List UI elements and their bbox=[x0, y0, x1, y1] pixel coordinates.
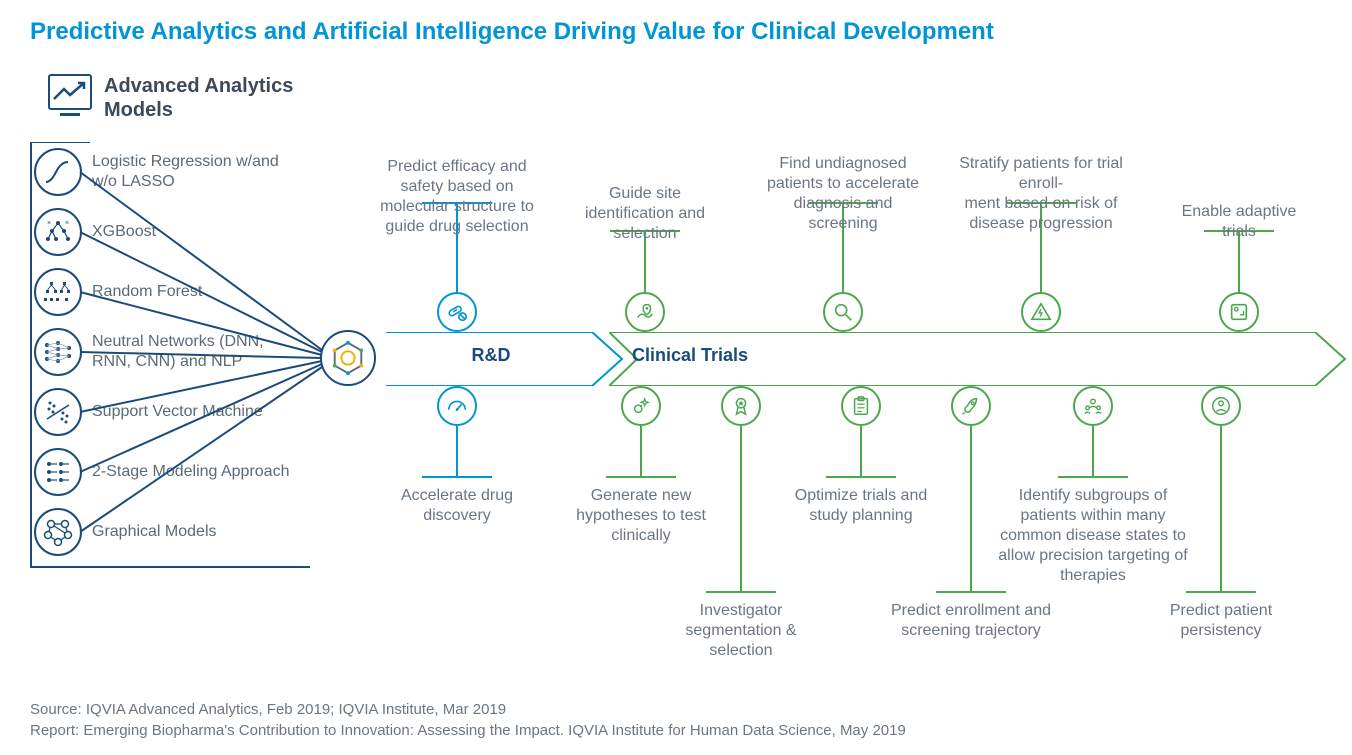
tree-boost-icon: ×× bbox=[34, 208, 82, 256]
branch-text: Predict enrollment and screening traject… bbox=[886, 601, 1056, 641]
branch-text: Investigator segmentation & selection bbox=[661, 601, 821, 661]
warn-icon bbox=[1021, 292, 1061, 332]
gauge-icon bbox=[437, 386, 477, 426]
hexagon-hub-icon bbox=[320, 330, 376, 386]
branch-text: Predict patient persistency bbox=[1146, 601, 1296, 641]
map-pin-icon bbox=[625, 292, 665, 332]
branch-text: Accelerate drug discovery bbox=[382, 486, 532, 526]
curve-icon bbox=[34, 148, 82, 196]
branch-text: Optimize trials and study planning bbox=[779, 486, 944, 526]
sparkle-icon bbox=[621, 386, 661, 426]
models-header: Advanced Analytics Models bbox=[48, 74, 293, 122]
forest-icon bbox=[34, 268, 82, 316]
rocket-icon bbox=[951, 386, 991, 426]
source-footer: Source: IQVIA Advanced Analytics, Feb 20… bbox=[30, 699, 1322, 741]
graph-icon bbox=[34, 508, 82, 556]
people-icon bbox=[1073, 386, 1113, 426]
models-title: Advanced Analytics Models bbox=[104, 74, 293, 122]
model-item: 2-Stage Modeling Approach bbox=[32, 442, 310, 502]
model-item: Graphical Models bbox=[32, 502, 310, 562]
two-stage-icon bbox=[34, 448, 82, 496]
monitor-chart-icon bbox=[48, 74, 92, 110]
model-item: Logistic Regression w/and w/o LASSO bbox=[32, 142, 310, 202]
diagram-canvas: Advanced Analytics Models Logistic Regre… bbox=[30, 74, 1322, 694]
model-label: Random Forest bbox=[92, 282, 202, 302]
models-list: Logistic Regression w/and w/o LASSO××XGB… bbox=[30, 142, 310, 568]
model-item: Support Vector Machine bbox=[32, 382, 310, 442]
pill-icon bbox=[437, 292, 477, 332]
model-item: Neutral Networks (DNN, RNN, CNN) and NLP bbox=[32, 322, 310, 382]
magnify-icon bbox=[823, 292, 863, 332]
ribbon-icon bbox=[721, 386, 761, 426]
neural-icon bbox=[34, 328, 82, 376]
branch-text: Generate new hypotheses to test clinical… bbox=[554, 486, 729, 546]
branch-text: Predict efficacy and safety based on mol… bbox=[367, 157, 547, 237]
branch-text: Find undiagnosed patients to accelerate … bbox=[758, 154, 928, 234]
clinical-trials-label: Clinical Trials bbox=[632, 345, 832, 366]
model-label: Logistic Regression w/and w/o LASSO bbox=[92, 152, 292, 192]
page-title: Predictive Analytics and Artificial Inte… bbox=[30, 18, 1322, 46]
model-label: Support Vector Machine bbox=[92, 402, 263, 422]
branch-text: Identify subgroups of patients within ma… bbox=[993, 486, 1193, 586]
source-line-1: Source: IQVIA Advanced Analytics, Feb 20… bbox=[30, 699, 1322, 720]
clipboard-icon bbox=[841, 386, 881, 426]
model-label: Neutral Networks (DNN, RNN, CNN) and NLP bbox=[92, 332, 292, 372]
model-label: Graphical Models bbox=[92, 522, 217, 542]
model-label: 2-Stage Modeling Approach bbox=[92, 462, 289, 482]
model-item: Random Forest bbox=[32, 262, 310, 322]
rd-label: R&D bbox=[386, 345, 596, 366]
person-circle-icon bbox=[1201, 386, 1241, 426]
model-item: ××XGBoost bbox=[32, 202, 310, 262]
adaptive-icon bbox=[1219, 292, 1259, 332]
svm-icon bbox=[34, 388, 82, 436]
branch-text: Enable adaptive trials bbox=[1164, 202, 1314, 242]
branch-text: Guide site identification and selection bbox=[565, 184, 725, 244]
source-line-2: Report: Emerging Biopharma's Contributio… bbox=[30, 720, 1322, 741]
svg-text:×: × bbox=[65, 220, 69, 227]
svg-text:×: × bbox=[47, 220, 51, 227]
branch-text: Stratify patients for trial enroll- ment… bbox=[954, 154, 1129, 234]
model-label: XGBoost bbox=[92, 222, 156, 242]
